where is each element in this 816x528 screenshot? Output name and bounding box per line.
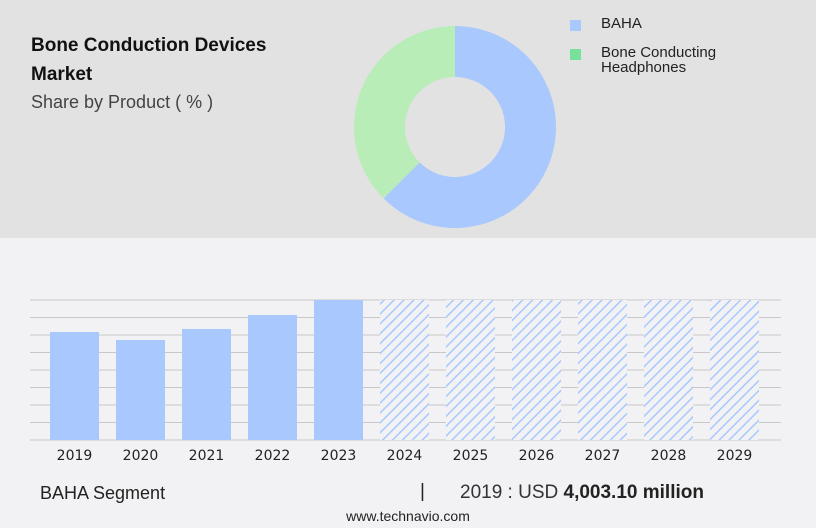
x-tick-2020: 2020 — [123, 448, 159, 464]
bar-series — [50, 300, 759, 440]
legend-label: Bone Conducting Headphones — [601, 44, 717, 76]
bar-2029 — [710, 300, 759, 440]
legend-item-headphones: Bone Conducting Headphones — [570, 45, 761, 75]
legend-item-baha: BAHA — [570, 16, 761, 31]
legend-label: BAHA — [601, 15, 642, 32]
x-tick-2019: 2019 — [57, 448, 93, 464]
website-link[interactable]: www.technavio.com — [346, 508, 470, 524]
bar-2019 — [50, 331, 99, 440]
legend-swatch-baha — [570, 20, 581, 31]
x-tick-2025: 2025 — [453, 448, 489, 464]
bar-2026 — [512, 300, 561, 440]
segment-value: 2019 : USD 4,003.10 million — [460, 482, 704, 504]
legend-swatch-headphones — [570, 49, 581, 60]
x-tick-2021: 2021 — [189, 448, 225, 464]
x-tick-2026: 2026 — [519, 448, 555, 464]
segment-label: BAHA Segment — [40, 483, 166, 503]
value-amount: 4,003.10 million — [563, 482, 704, 503]
footer-separator: | — [420, 481, 425, 502]
x-tick-2023: 2023 — [321, 448, 357, 464]
grid-lines — [30, 299, 781, 441]
bar-2022 — [248, 315, 297, 440]
legend: BAHA Bone Conducting Headphones — [570, 16, 761, 89]
x-tick-2029: 2029 — [717, 448, 753, 464]
bar-2021 — [182, 328, 231, 440]
page-title: Bone Conduction Devices Market — [31, 35, 267, 85]
x-tick-2024: 2024 — [387, 448, 423, 464]
value-prefix: 2019 : USD — [460, 482, 559, 503]
bar-2025 — [446, 300, 495, 440]
x-tick-2028: 2028 — [651, 448, 687, 464]
bar-2023 — [314, 300, 363, 440]
bar-2028 — [644, 300, 693, 440]
bar-2027 — [578, 300, 627, 440]
x-tick-2027: 2027 — [585, 448, 621, 464]
bar-2020 — [116, 339, 165, 440]
page-subtitle: Share by Product ( % ) — [31, 92, 214, 112]
x-axis-labels: 2019 2020 2021 2022 2023 2024 2025 2026 2027 2028… — [57, 448, 753, 464]
bar-2024 — [380, 300, 429, 440]
x-tick-2022: 2022 — [255, 448, 291, 464]
